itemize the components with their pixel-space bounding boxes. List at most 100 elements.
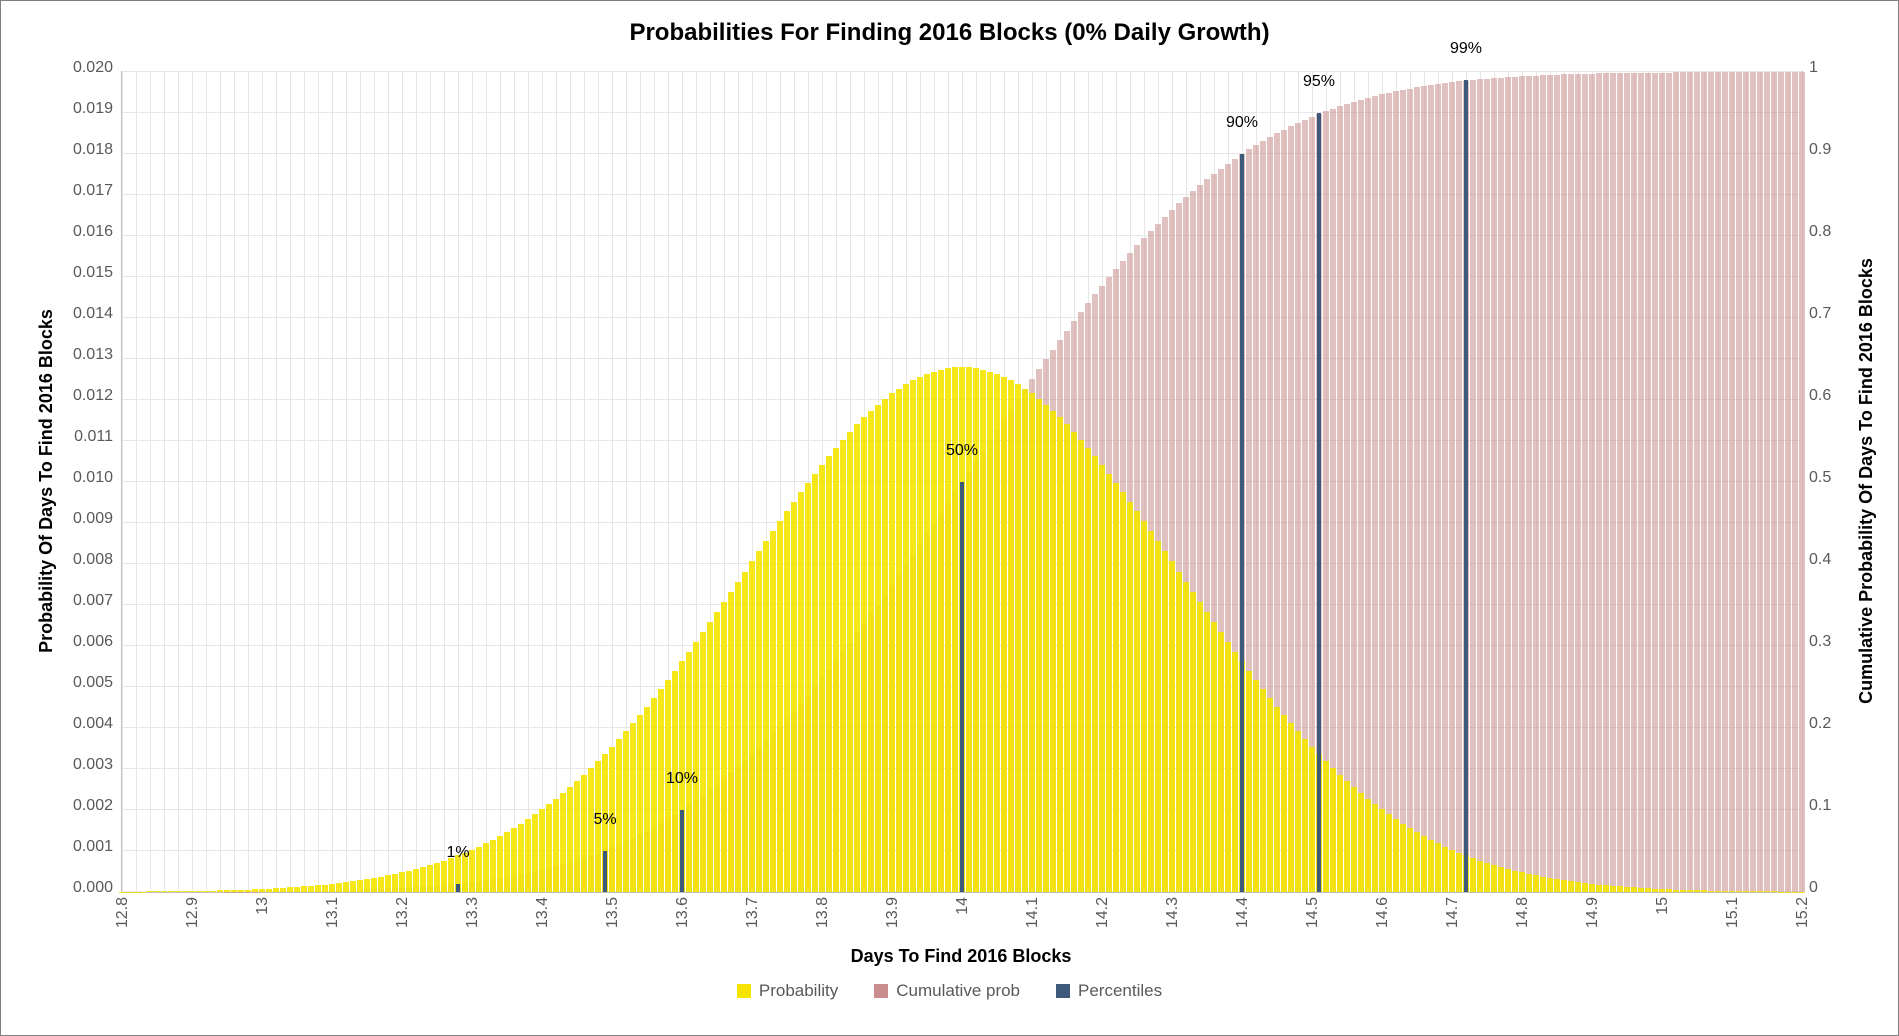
- cumulative-bar: [1414, 87, 1420, 892]
- probability-bar: [147, 891, 153, 892]
- probability-bar: [714, 612, 720, 892]
- probability-bar: [1344, 781, 1350, 892]
- probability-bar: [1414, 832, 1420, 892]
- x-tick: 13.4: [534, 897, 552, 928]
- gridline-v: [150, 72, 151, 892]
- cumulative-bar: [1519, 76, 1525, 892]
- probability-bar: [1526, 874, 1532, 892]
- cumulative-bar: [1687, 72, 1693, 892]
- probability-bar: [1183, 582, 1189, 892]
- gridline-v: [416, 72, 417, 892]
- probability-bar: [630, 723, 636, 892]
- y-tick-left: 0.016: [73, 223, 113, 241]
- probability-bar: [1722, 891, 1728, 892]
- probability-bar: [1008, 380, 1014, 892]
- cumulative-bar: [1491, 78, 1497, 892]
- x-tick: 13.8: [814, 897, 832, 928]
- percentile-label: 90%: [1226, 114, 1258, 132]
- gridline-v: [192, 72, 193, 892]
- probability-bar: [1211, 622, 1217, 892]
- probability-bar: [847, 432, 853, 892]
- probability-bar: [889, 393, 895, 892]
- probability-bar: [868, 411, 874, 892]
- probability-bar: [399, 872, 405, 892]
- y-tick-right: 0.6: [1809, 387, 1831, 405]
- cumulative-bar: [1505, 77, 1511, 892]
- probability-bar: [392, 874, 398, 892]
- cumulative-bar: [1400, 90, 1406, 892]
- probability-bar: [1036, 399, 1042, 892]
- probability-bar: [1267, 698, 1273, 892]
- x-tick: 14.6: [1374, 897, 1392, 928]
- probability-bar: [749, 561, 755, 892]
- probability-bar: [329, 884, 335, 892]
- probability-bar: [1750, 891, 1756, 892]
- cumulative-bar: [1694, 72, 1700, 892]
- probability-bar: [1428, 840, 1434, 892]
- probability-bar: [763, 541, 769, 892]
- percentile-label: 10%: [666, 770, 698, 788]
- x-tick: 12.8: [114, 897, 132, 928]
- gridline-v: [248, 72, 249, 892]
- cumulative-bar: [1603, 73, 1609, 892]
- cumulative-bar: [1547, 75, 1553, 892]
- cumulative-bar: [1708, 72, 1714, 892]
- gridline-v: [206, 72, 207, 892]
- probability-bar: [574, 781, 580, 892]
- x-tick: 14: [954, 897, 972, 915]
- probability-bar: [1099, 465, 1105, 892]
- probability-bar: [560, 793, 566, 892]
- probability-bar: [210, 891, 216, 892]
- probability-bar: [1176, 572, 1182, 892]
- cumulative-bar: [1372, 96, 1378, 892]
- legend-swatch: [874, 984, 888, 998]
- probability-bar: [504, 832, 510, 892]
- gridline-v: [318, 72, 319, 892]
- cumulative-bar: [1729, 72, 1735, 892]
- cumulative-bar: [1526, 76, 1532, 892]
- probability-bar: [1771, 891, 1777, 892]
- legend-swatch: [1056, 984, 1070, 998]
- probability-bar: [791, 502, 797, 892]
- probability-bar: [1666, 889, 1672, 892]
- probability-bar: [1498, 867, 1504, 892]
- percentile-bar: [456, 884, 460, 892]
- probability-bar: [1708, 891, 1714, 892]
- x-tick: 14.3: [1164, 897, 1182, 928]
- x-tick: 13.2: [394, 897, 412, 928]
- probability-bar: [448, 858, 454, 892]
- probability-bar: [427, 865, 433, 892]
- gridline-v: [178, 72, 179, 892]
- probability-bar: [980, 370, 986, 892]
- cumulative-bar: [1421, 86, 1427, 892]
- probability-bar: [987, 372, 993, 893]
- gridline-v: [346, 72, 347, 892]
- probability-bar: [385, 875, 391, 892]
- probability-bar: [1638, 888, 1644, 892]
- probability-bar: [707, 622, 713, 892]
- probability-bar: [1043, 405, 1049, 892]
- probability-bar: [413, 869, 419, 892]
- x-tick: 12.9: [184, 897, 202, 928]
- probability-bar: [1764, 891, 1770, 892]
- probability-bar: [1694, 890, 1700, 892]
- probability-bar: [1470, 858, 1476, 892]
- probability-bar: [238, 890, 244, 892]
- y-tick-left: 0.008: [73, 551, 113, 569]
- probability-bar: [784, 511, 790, 892]
- x-tick: 13.5: [604, 897, 622, 928]
- probability-bar: [1680, 890, 1686, 892]
- probability-bar: [938, 370, 944, 892]
- probability-bar: [189, 891, 195, 892]
- legend-item: Probability: [737, 981, 838, 1001]
- probability-bar: [1582, 883, 1588, 892]
- probability-bar: [637, 715, 643, 892]
- probability-bar: [1295, 731, 1301, 892]
- probability-bar: [1134, 511, 1140, 892]
- probability-bar: [1022, 389, 1028, 892]
- probability-bar: [742, 572, 748, 892]
- y-tick-right: 0.2: [1809, 715, 1831, 733]
- probability-bar: [1540, 877, 1546, 892]
- y-tick-left: 0.012: [73, 387, 113, 405]
- cumulative-bar: [1554, 75, 1560, 892]
